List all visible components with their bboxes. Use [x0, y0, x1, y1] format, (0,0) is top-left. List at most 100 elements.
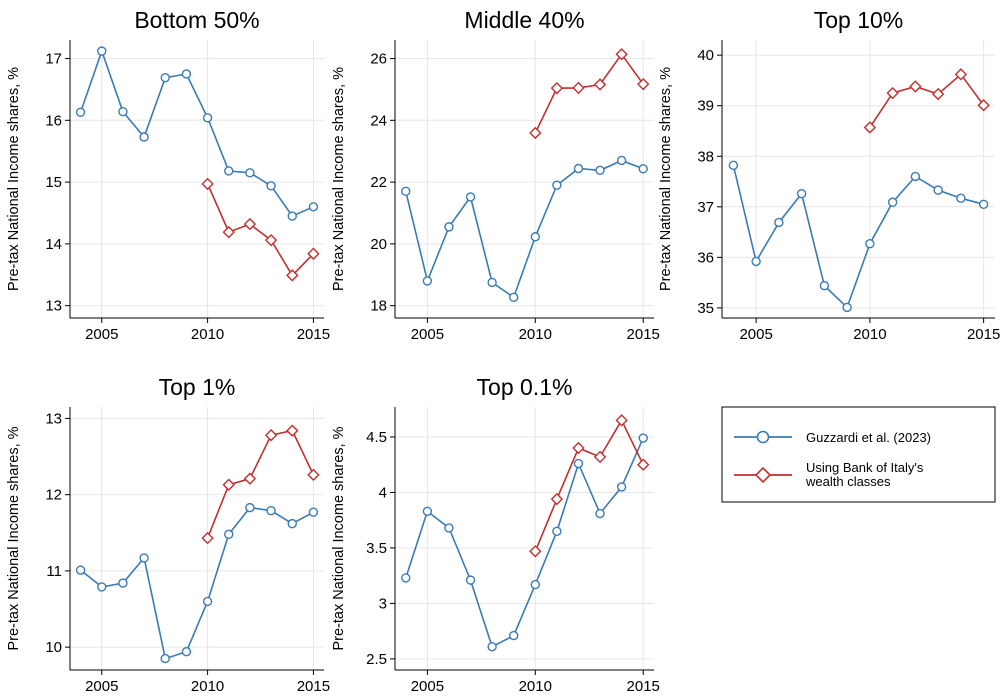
legend-marker	[756, 430, 770, 444]
data-point	[401, 186, 411, 197]
data-point	[245, 502, 255, 513]
x-tick-label: 2010	[191, 678, 224, 695]
data-point	[909, 80, 922, 93]
data-point	[287, 211, 297, 221]
data-point	[637, 458, 650, 471]
series-line	[206, 183, 314, 277]
data-point	[910, 171, 921, 182]
data-point	[139, 132, 149, 142]
x-tick-label: 2015	[627, 678, 660, 695]
data-point	[595, 165, 605, 176]
data-point	[595, 508, 605, 519]
data-point	[638, 433, 648, 443]
data-point	[160, 653, 170, 664]
data-point	[422, 276, 433, 286]
x-tick-label: 2015	[967, 326, 1000, 343]
chart-title: Top 0.1%	[477, 374, 573, 400]
data-point	[728, 160, 739, 171]
data-point	[97, 46, 107, 56]
data-point	[422, 506, 433, 517]
data-point	[529, 545, 542, 558]
series-line	[534, 418, 644, 552]
data-point	[266, 505, 276, 516]
data-point	[222, 478, 235, 491]
data-point	[201, 177, 214, 191]
y-tick-label: 16	[45, 112, 62, 129]
chart-title: Middle 40%	[464, 7, 584, 33]
data-point	[401, 573, 411, 583]
data-point	[956, 193, 966, 203]
x-tick-label: 2005	[739, 326, 772, 343]
y-tick-label: 15	[45, 174, 62, 191]
data-point	[774, 217, 784, 228]
data-point	[616, 482, 627, 492]
y-axis-label: Pre-tax National Income shares, %	[658, 67, 674, 291]
data-point	[796, 188, 807, 199]
data-point	[933, 185, 943, 195]
y-tick-label: 20	[370, 236, 387, 253]
data-point	[139, 553, 149, 563]
data-point	[593, 78, 607, 91]
data-point	[978, 199, 989, 209]
data-point	[75, 107, 86, 117]
y-tick-label: 36	[697, 249, 714, 266]
y-tick-label: 39	[697, 98, 714, 115]
x-tick-label: 2005	[85, 678, 118, 695]
data-point	[638, 164, 648, 174]
data-point	[550, 492, 564, 506]
x-tick-label: 2005	[85, 326, 118, 343]
y-tick-label: 3.5	[366, 540, 387, 557]
data-point	[308, 202, 319, 212]
chart-panel-2: 35 36 37 38 39 40 2005 2010 2015 Top 10% Pre-tax N…	[658, 7, 1000, 343]
data-point	[97, 582, 107, 592]
data-point	[637, 77, 650, 91]
series-line	[534, 52, 644, 134]
data-point	[286, 424, 299, 437]
y-axis-label: Pre-tax National Income shares, %	[331, 67, 347, 291]
legend-box	[721, 406, 996, 503]
legend: Guzzardi et al. (2023) Using Bank of Ital…	[721, 406, 996, 503]
data-point	[751, 256, 761, 267]
data-point	[552, 526, 562, 536]
data-point	[243, 217, 257, 231]
data-point	[573, 163, 584, 174]
data-point	[509, 292, 519, 303]
series-line	[405, 437, 644, 648]
data-point	[444, 523, 454, 533]
y-tick-label: 37	[697, 199, 714, 216]
data-point	[243, 472, 257, 485]
data-point	[977, 99, 990, 112]
data-point	[616, 155, 627, 166]
data-point	[615, 414, 628, 427]
data-point	[842, 302, 852, 313]
y-tick-label: 38	[697, 148, 714, 165]
series-line	[732, 165, 984, 309]
y-tick-label: 4.5	[366, 429, 387, 446]
data-point	[444, 222, 454, 232]
chart-panel-3: 10 11 12 13 2005 2010 2015 Top 1% Pre-tax Nation…	[6, 374, 330, 695]
y-tick-label: 12	[45, 487, 62, 504]
data-point	[264, 233, 278, 247]
data-point	[530, 579, 540, 590]
y-axis-label: Pre-tax National Income shares, %	[6, 426, 22, 650]
chart-title: Top 1%	[159, 374, 236, 400]
data-point	[552, 180, 562, 190]
data-point	[202, 113, 213, 123]
data-point	[530, 232, 540, 242]
legend-label: Guzzardi et al. (2023)	[806, 430, 931, 445]
data-point	[75, 565, 86, 575]
y-tick-label: 10	[45, 639, 62, 656]
data-point	[509, 630, 519, 641]
data-point	[307, 247, 320, 260]
series-line	[80, 506, 314, 660]
data-point	[465, 192, 476, 202]
series-line	[206, 429, 315, 539]
chart-title: Bottom 50%	[134, 7, 259, 33]
chart-panel-1: 18 20 22 24 26 2005 2010 2015 Middle 40% Pre-tax …	[331, 7, 660, 343]
x-tick-label: 2010	[191, 326, 224, 343]
data-point	[487, 277, 497, 288]
data-point	[224, 166, 234, 176]
y-tick-label: 18	[370, 298, 387, 315]
y-tick-label: 17	[45, 51, 62, 68]
